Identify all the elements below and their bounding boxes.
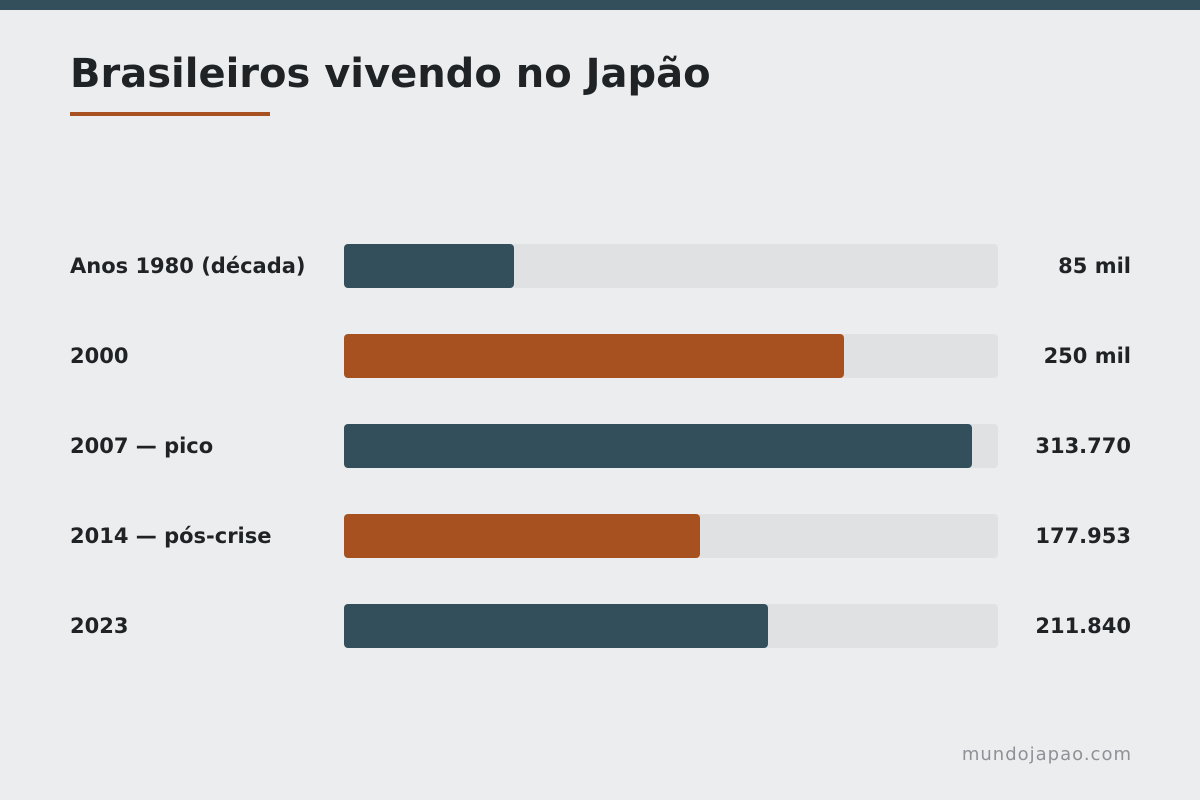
bar-track [344, 604, 998, 648]
bar [344, 244, 514, 288]
bar [344, 514, 700, 558]
bar-track [344, 424, 998, 468]
bar-track [344, 244, 998, 288]
bar-row: 2023 211.840 [0, 604, 1200, 648]
bar [344, 424, 972, 468]
bar [344, 334, 844, 378]
bar-track [344, 334, 998, 378]
page-title: Brasileiros vivendo no Japão [70, 51, 711, 97]
category-label: 2000 [70, 344, 129, 368]
bar-row: 2007 — pico 313.770 [0, 424, 1200, 468]
category-label: 2014 — pós-crise [70, 524, 272, 548]
value-label: 85 mil [1058, 254, 1131, 278]
source-credit: mundojapao.com [961, 744, 1132, 765]
top-stripe [0, 0, 1200, 10]
bar-row: 2014 — pós-crise 177.953 [0, 514, 1200, 558]
title-underline [70, 112, 270, 116]
category-label: Anos 1980 (década) [70, 254, 306, 278]
value-label: 313.770 [1035, 434, 1131, 458]
category-label: 2023 [70, 614, 129, 638]
bar-track [344, 514, 998, 558]
bar-row: 2000 250 mil [0, 334, 1200, 378]
value-label: 177.953 [1035, 524, 1131, 548]
category-label: 2007 — pico [70, 434, 214, 458]
bar [344, 604, 768, 648]
bar-row: Anos 1980 (década) 85 mil [0, 244, 1200, 288]
value-label: 211.840 [1035, 614, 1131, 638]
value-label: 250 mil [1043, 344, 1131, 368]
